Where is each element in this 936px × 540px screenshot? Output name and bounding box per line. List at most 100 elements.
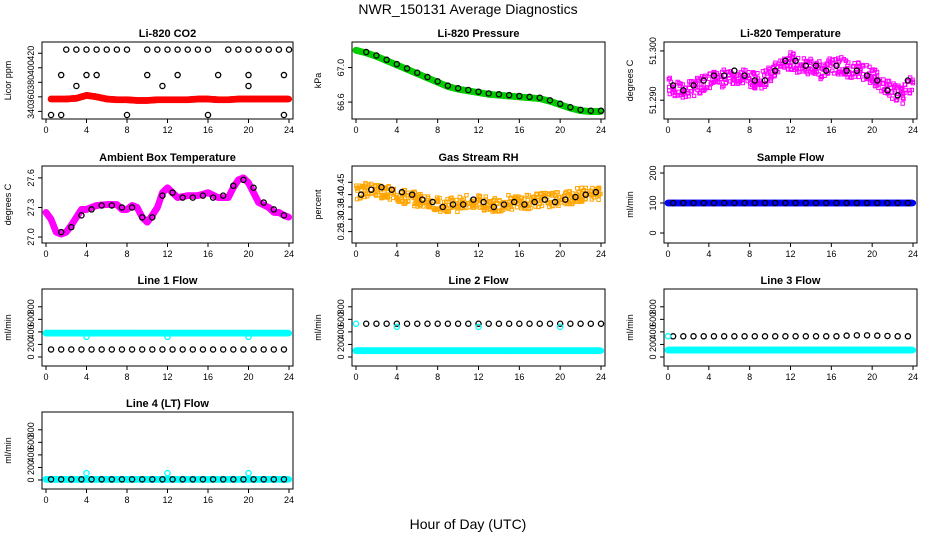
data-point <box>138 476 146 483</box>
y-tick-label: 27.3 <box>26 199 36 217</box>
data-point <box>113 46 121 53</box>
y-tick-label: 400 <box>26 324 36 339</box>
data-point <box>861 77 866 82</box>
data-point <box>179 346 186 353</box>
x-tick-label: 0 <box>43 249 48 259</box>
y-tick-label: 0.35 <box>336 198 346 216</box>
data-point <box>68 223 75 231</box>
x-tick-label: 8 <box>124 249 129 259</box>
data-point <box>741 333 748 340</box>
data-point <box>245 333 252 341</box>
data-point <box>495 91 503 98</box>
data-point <box>700 77 707 84</box>
data-point <box>508 195 514 200</box>
data-point <box>364 182 369 187</box>
data-point <box>559 197 565 202</box>
data-point <box>108 476 116 483</box>
data-point <box>159 346 166 353</box>
x-tick-label: 8 <box>435 372 440 382</box>
x-tick-label: 0 <box>353 249 358 259</box>
x-tick-label: 16 <box>203 249 213 259</box>
y-tick-label: 67.0 <box>336 59 346 77</box>
y-tick-label: 0.40 <box>336 186 346 204</box>
data-point <box>57 111 65 119</box>
data-point <box>556 100 564 108</box>
data-point <box>909 346 917 354</box>
y-tick-label: 51.290 <box>648 86 658 114</box>
data-point <box>362 320 370 327</box>
y-tick-label: 27.6 <box>26 169 36 187</box>
data-point <box>667 75 672 81</box>
data-point <box>359 183 365 189</box>
data-point <box>149 476 156 483</box>
y-axis-label: Licor ppm <box>3 61 13 101</box>
data-point <box>892 89 898 94</box>
data-point <box>219 346 227 353</box>
data-point <box>720 85 725 90</box>
data-point <box>189 476 197 483</box>
series-red-1 <box>47 91 293 104</box>
data-point <box>760 69 766 74</box>
y-tick-label: 400 <box>336 324 346 339</box>
data-point <box>505 320 513 327</box>
data-point <box>843 58 849 63</box>
data-point <box>516 92 523 100</box>
data-point <box>368 186 375 193</box>
x-tick-label: 12 <box>162 125 172 135</box>
data-point <box>138 214 146 221</box>
data-point <box>475 88 482 95</box>
x-tick-label: 16 <box>514 125 524 135</box>
data-point <box>164 469 171 477</box>
data-point <box>830 68 835 73</box>
data-point <box>890 96 895 101</box>
data-point <box>822 333 830 340</box>
data-point <box>280 346 288 353</box>
data-point <box>690 199 697 207</box>
figure-title: NWR_150131 Average Diagnostics <box>358 1 578 17</box>
data-point <box>781 63 786 69</box>
data-point <box>505 91 513 99</box>
y-tick-label: 51.300 <box>648 37 658 65</box>
x-tick-label: 0 <box>665 125 670 135</box>
plot-frame <box>41 165 294 244</box>
data-point <box>508 196 513 201</box>
panel-8: Line 2 Flow ml/min 0 4 8 12 16 20 24 0 20040060080… <box>313 275 606 382</box>
data-point <box>230 476 237 483</box>
x-tick-label: 8 <box>124 495 129 505</box>
data-point <box>418 202 424 207</box>
y-tick-label: 600 <box>26 435 36 450</box>
data-point <box>516 320 523 327</box>
data-point <box>874 332 881 339</box>
y-tick-label: 420 <box>26 46 36 61</box>
x-tick-label: 4 <box>84 125 89 135</box>
data-point <box>103 46 111 53</box>
data-point <box>550 191 555 196</box>
data-point <box>541 196 549 203</box>
data-point <box>822 67 830 74</box>
x-tick-label: 24 <box>908 249 918 259</box>
data-point <box>812 333 820 340</box>
data-point <box>788 64 793 69</box>
x-tick-label: 12 <box>162 249 172 259</box>
data-point <box>408 191 416 198</box>
data-point <box>108 346 116 353</box>
data-point <box>853 67 861 74</box>
data-point <box>670 90 675 95</box>
data-point <box>772 73 777 79</box>
plot-frame <box>41 288 294 367</box>
data-point <box>874 69 880 75</box>
data-point <box>369 191 374 196</box>
data-point <box>159 192 166 199</box>
data-point <box>224 46 232 53</box>
data-point <box>128 346 136 353</box>
series-black-2 <box>669 57 912 99</box>
x-tick-label: 4 <box>84 249 89 259</box>
data-point <box>564 189 569 195</box>
data-point <box>434 78 441 85</box>
data-point <box>563 190 568 196</box>
data-point <box>764 71 770 76</box>
data-point <box>843 67 850 74</box>
data-point <box>436 199 441 205</box>
data-point <box>669 199 677 207</box>
